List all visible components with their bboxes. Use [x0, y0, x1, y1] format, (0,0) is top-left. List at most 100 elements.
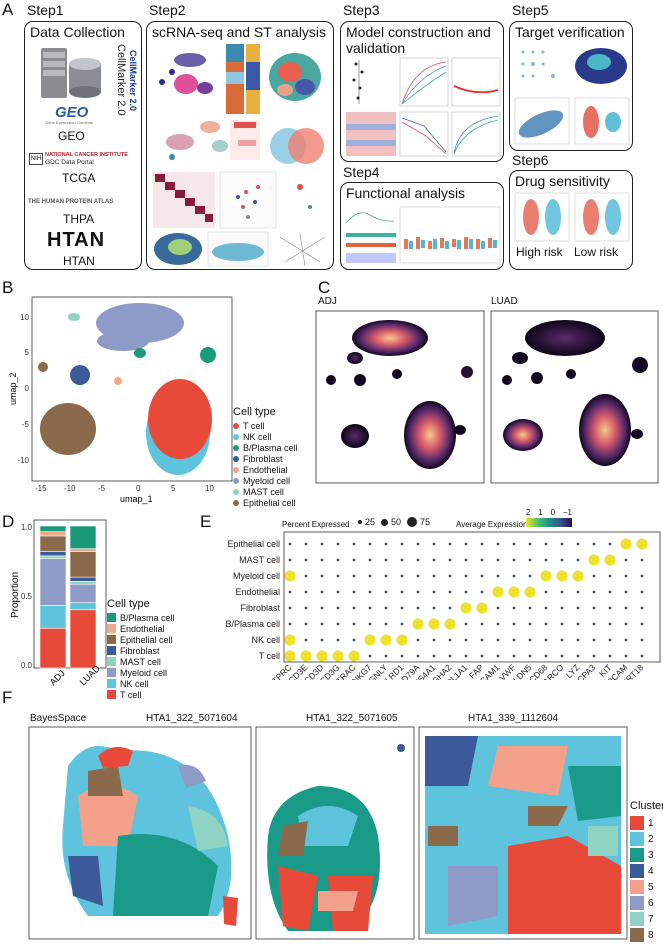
b-ylabel: umap_2: [8, 372, 18, 405]
e-pct-50: 50: [391, 517, 402, 527]
e-dot: [352, 606, 356, 610]
e-dot: [448, 590, 452, 594]
f-legend-label: 3: [648, 849, 654, 861]
high-risk-label: High risk: [516, 245, 563, 259]
source-htan: HTAN: [63, 254, 95, 268]
geo-logo: GEO: [55, 104, 89, 121]
e-pct-25: 25: [365, 517, 376, 527]
hpa-text: THE HUMAN PROTEIN ATLAS: [28, 199, 114, 205]
e-dot: [576, 542, 580, 546]
step3-title: Model construction and validation: [346, 24, 491, 56]
d-ytick: 1.0: [21, 523, 33, 532]
e-dot: [576, 638, 580, 642]
d-bar-segment: [69, 548, 97, 552]
legend-swatch: [630, 864, 644, 878]
e-dot: [336, 558, 340, 562]
b-legend-label: T cell: [243, 420, 265, 431]
panel-letter-a: A: [2, 0, 14, 19]
e-dot: [480, 622, 484, 626]
legend-swatch: [233, 477, 239, 484]
step6-label: Step6: [512, 152, 549, 168]
umap-cluster-t: [148, 379, 212, 459]
e-dot: [352, 590, 356, 594]
e-dot: [560, 542, 564, 546]
e-dot: [448, 558, 452, 562]
e-dot: [432, 590, 436, 594]
panel-b-umap: -15 -10 -5 0 5 10 10 5 0 -5 -10 umap_1 u…: [8, 296, 233, 504]
cellmarker-text: CellMarker 2.0: [115, 44, 127, 116]
legend-swatch: [107, 657, 116, 666]
e-row-label: Myeloid cell: [233, 571, 280, 581]
d-bar-segment: [39, 525, 67, 532]
e-dot: [592, 574, 596, 578]
e-dot: [544, 606, 548, 610]
e-dot: [400, 574, 404, 578]
nih-icon: NIH: [29, 153, 43, 165]
e-dot: [608, 574, 612, 578]
b-legend-label: MAST cell: [243, 486, 284, 497]
b-legend-item: Endothelial: [233, 464, 298, 475]
e-dot: [480, 574, 484, 578]
d-legend-item: MAST cell: [107, 656, 175, 667]
b-xtick: 10: [205, 484, 214, 493]
step3-label: Step3: [343, 2, 380, 18]
d-legend-item: B/Plasma cell: [107, 612, 175, 623]
source-thpa: THPA: [63, 212, 95, 226]
e-dot: [288, 606, 292, 610]
b-xtick: 0: [136, 484, 141, 493]
e-dot: [432, 606, 436, 610]
e-dot: [528, 654, 532, 658]
d-bar-segment: [39, 531, 67, 537]
d-legend-label: Endothelial: [120, 623, 165, 634]
e-dot: [544, 542, 548, 546]
e-colorbar: [526, 518, 572, 527]
b-legend-item: MAST cell: [233, 486, 298, 497]
e-dot: [592, 542, 596, 546]
legend-swatch: [630, 896, 644, 910]
d-bar-segment: [39, 535, 67, 552]
e-dot: [448, 654, 452, 658]
panel-letter-c: C: [318, 278, 331, 297]
panel-letter-d: D: [2, 512, 15, 531]
legend-swatch: [233, 433, 239, 440]
e-dot: [576, 654, 580, 658]
e-dot: [624, 638, 628, 642]
b-xtick: -15: [35, 484, 47, 493]
e-avg-tick: −1: [562, 508, 572, 517]
e-dot: [320, 622, 324, 626]
e-dot: [496, 558, 500, 562]
e-dot: [380, 634, 392, 646]
legend-swatch: [233, 499, 239, 506]
panel-f-spatial: [28, 726, 628, 940]
e-dot: [352, 622, 356, 626]
e-dot: [384, 574, 388, 578]
e-dot: [304, 558, 308, 562]
e-row-label: Epithelial cell: [227, 539, 280, 549]
e-dot: [352, 542, 356, 546]
e-dot: [400, 622, 404, 626]
e-dot: [320, 606, 324, 610]
b-xtick-labels: -15 -10 -5 0 5 10: [35, 484, 214, 493]
d-ylabel: Proportion: [10, 572, 21, 618]
d-legend-item: Myeloid cell: [107, 667, 175, 678]
source-tcga: TCGA: [62, 171, 96, 185]
e-dot: [288, 622, 292, 626]
legend-swatch: [630, 880, 644, 894]
e-dot: [368, 542, 372, 546]
b-legend-item: Myeloid cell: [233, 475, 298, 486]
e-dot: [636, 538, 648, 550]
e-dot: [556, 570, 568, 582]
step2-title: scRNA-seq and ST analysis: [152, 24, 327, 40]
d-legend-item: Fibroblast: [107, 645, 175, 656]
e-dot: [560, 654, 564, 658]
e-row-label: Endothelial: [235, 587, 280, 597]
e-dot: [368, 606, 372, 610]
d-legend-label: MAST cell: [120, 656, 161, 667]
e-dot: [576, 558, 580, 562]
e-dot: [304, 590, 308, 594]
legend-swatch: [233, 488, 239, 495]
f-legend-title: Cluster: [630, 800, 663, 812]
e-dot: [464, 638, 468, 642]
f-legend-label: 7: [648, 913, 654, 925]
e-dot: [336, 590, 340, 594]
